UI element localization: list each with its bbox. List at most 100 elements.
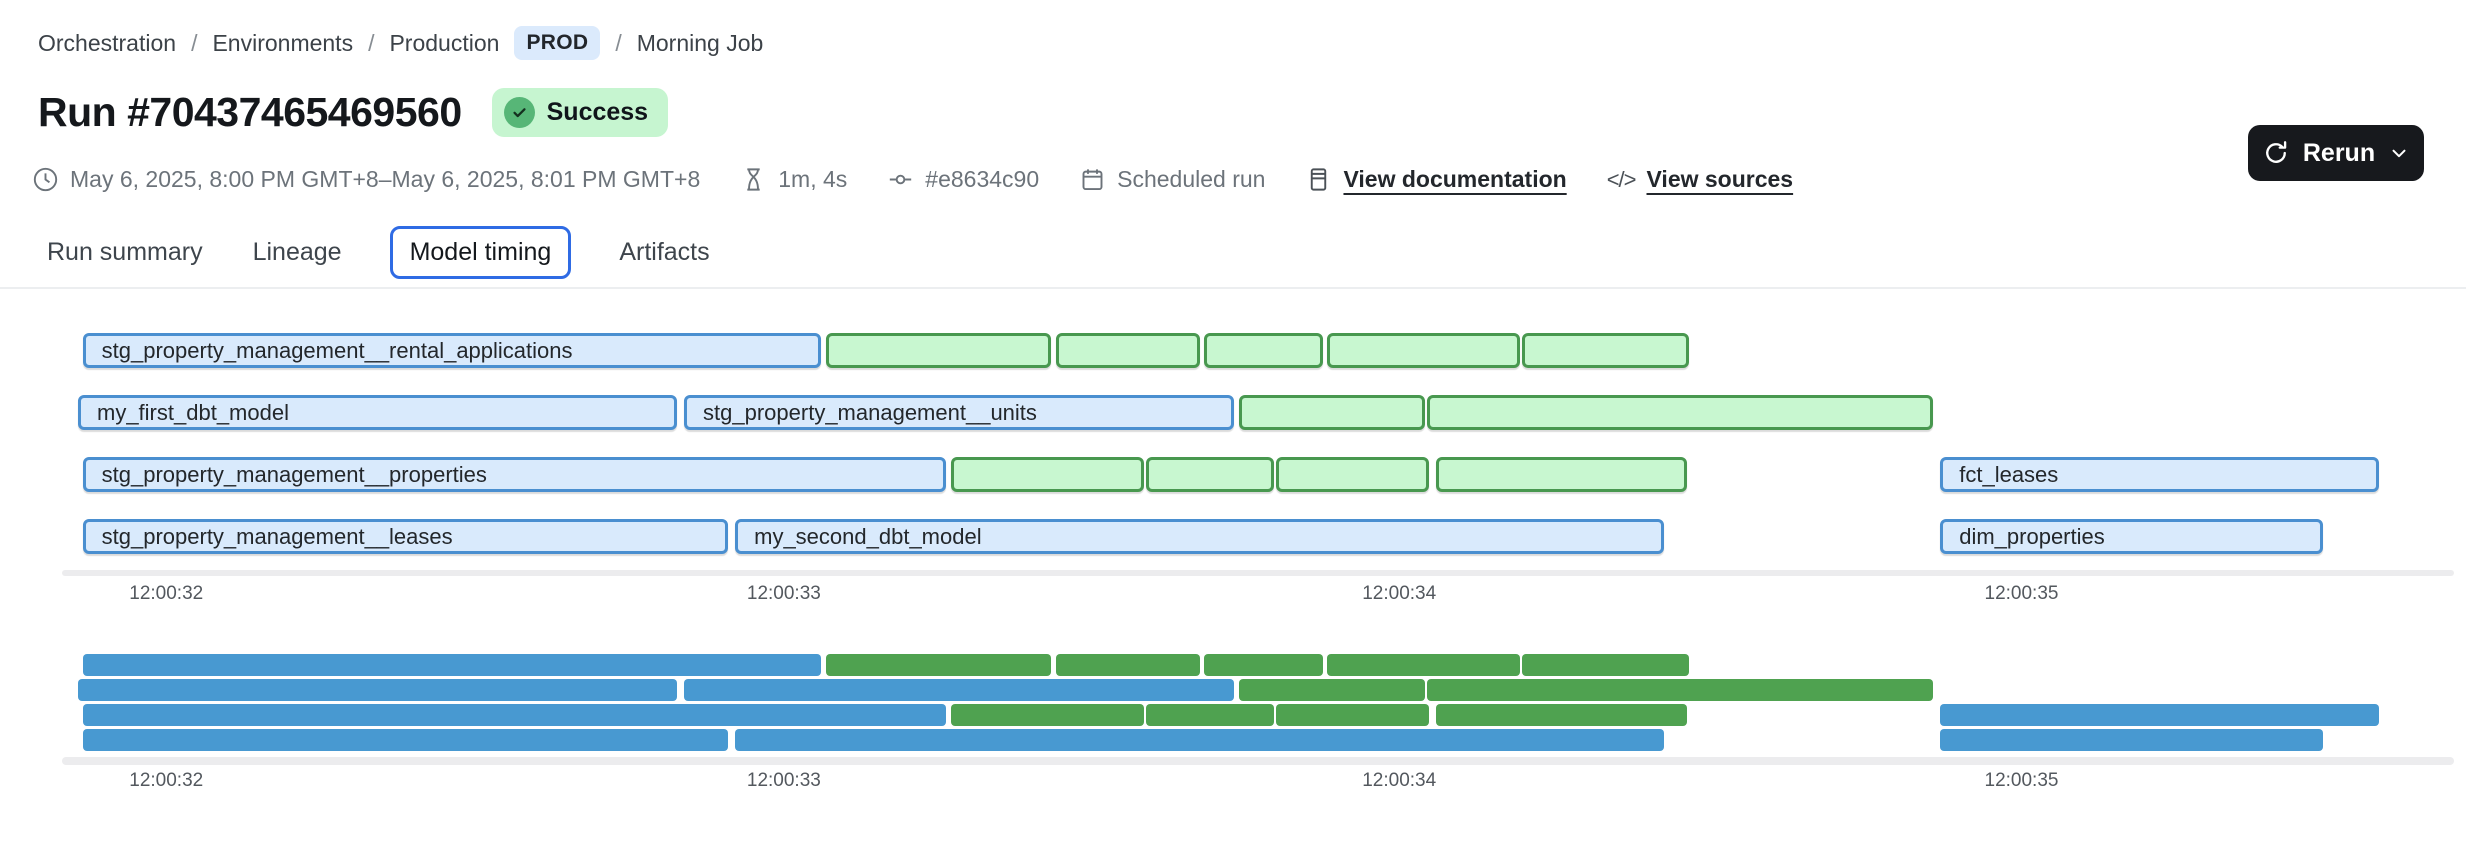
check-circle-icon bbox=[503, 97, 535, 128]
view-sources-link[interactable]: View sources bbox=[1646, 166, 1794, 192]
model-bar[interactable]: my_second_dbt_model bbox=[735, 519, 1664, 554]
minimap-bar bbox=[1276, 704, 1430, 726]
minimap-bar bbox=[684, 679, 1235, 701]
page-title: Run #70437465469560 bbox=[38, 89, 462, 135]
view-documentation[interactable]: View documentation bbox=[1305, 166, 1567, 193]
run-meta-row: May 6, 2025, 8:00 PM GMT+8–May 6, 2025, … bbox=[32, 166, 1793, 193]
model-bar-label: my_first_dbt_model bbox=[97, 399, 289, 425]
model-bar-label: stg_property_management__rental_applicat… bbox=[101, 337, 573, 363]
model-bar[interactable] bbox=[1436, 457, 1688, 492]
gantt-row: stg_property_management__rental_applicat… bbox=[78, 333, 2400, 368]
tab-run-summary[interactable]: Run summary bbox=[47, 238, 203, 266]
breadcrumb: Orchestration / Environments / Productio… bbox=[38, 26, 763, 60]
gantt-axis: 12:00:32 12:00:33 12:00:34 12:00:35 bbox=[78, 583, 2400, 609]
minimap-bar bbox=[825, 654, 1051, 676]
model-bar[interactable] bbox=[1204, 333, 1323, 368]
model-bar[interactable]: stg_property_management__properties bbox=[82, 457, 947, 492]
run-trigger: Scheduled run bbox=[1079, 166, 1265, 193]
status-badge-label: Success bbox=[546, 98, 649, 126]
gantt-scroll-track[interactable] bbox=[62, 570, 2454, 576]
tabs-divider bbox=[0, 287, 2466, 289]
chevron-down-icon[interactable] bbox=[2388, 142, 2410, 164]
model-bar[interactable] bbox=[1276, 457, 1430, 492]
minimap-scroll-track[interactable] bbox=[62, 757, 2454, 765]
minimap-bar bbox=[1327, 654, 1520, 676]
clock-icon bbox=[33, 167, 58, 192]
document-icon bbox=[1311, 168, 1327, 191]
axis-tick-label: 12:00:35 bbox=[1984, 583, 2059, 604]
breadcrumb-separator: / bbox=[615, 29, 622, 56]
breadcrumb-separator: / bbox=[191, 29, 198, 56]
axis-tick-label: 12:00:34 bbox=[1362, 770, 1437, 791]
minimap-bar bbox=[1427, 679, 1934, 701]
axis-tick-label: 12:00:34 bbox=[1362, 583, 1437, 604]
run-duration-label: 1m, 4s bbox=[778, 166, 848, 192]
minimap-bar bbox=[1436, 704, 1688, 726]
view-sources[interactable]: </> View sources bbox=[1607, 166, 1793, 193]
gantt-row: stg_property_management__leases my_second… bbox=[78, 519, 2400, 554]
model-bar[interactable]: stg_property_management__rental_applicat… bbox=[82, 333, 822, 368]
model-bar[interactable] bbox=[1522, 333, 1690, 368]
run-tabs: Run summary Lineage Model timing Artifac… bbox=[45, 226, 712, 279]
calendar-icon bbox=[1082, 169, 1103, 191]
title-row: Run #70437465469560 Success bbox=[38, 88, 669, 137]
model-bar[interactable] bbox=[951, 457, 1144, 492]
commit-hash-label: #e8634c90 bbox=[925, 166, 1040, 192]
minimap-bar bbox=[1940, 729, 2324, 751]
breadcrumb-orchestration[interactable]: Orchestration bbox=[38, 29, 177, 56]
model-bar[interactable]: stg_property_management__units bbox=[684, 395, 1235, 430]
model-bar-label: stg_property_management__properties bbox=[101, 461, 487, 487]
model-bar-label: stg_property_management__leases bbox=[101, 523, 453, 549]
run-time-range: May 6, 2025, 8:00 PM GMT+8–May 6, 2025, … bbox=[32, 166, 700, 193]
model-bar[interactable] bbox=[1239, 395, 1425, 430]
minimap-bar bbox=[82, 729, 729, 751]
model-bar-label: fct_leases bbox=[1959, 461, 2059, 487]
run-trigger-label: Scheduled run bbox=[1117, 166, 1266, 192]
tab-model-timing[interactable]: Model timing bbox=[389, 226, 572, 279]
gantt-row: my_first_dbt_model stg_property_managemen… bbox=[78, 395, 2400, 430]
minimap-bar bbox=[951, 704, 1144, 726]
minimap-row bbox=[78, 704, 2400, 726]
model-bar-label: stg_property_management__units bbox=[703, 399, 1037, 425]
minimap-bar bbox=[1146, 704, 1274, 726]
model-bar[interactable] bbox=[1427, 395, 1934, 430]
minimap-axis: 12:00:32 12:00:33 12:00:34 12:00:35 bbox=[78, 770, 2400, 796]
model-bar[interactable]: dim_properties bbox=[1940, 519, 2324, 554]
breadcrumb-separator: / bbox=[368, 29, 375, 56]
rerun-button-label: Rerun bbox=[2302, 138, 2376, 167]
minimap-bar bbox=[82, 654, 822, 676]
model-bar[interactable] bbox=[1055, 333, 1200, 368]
model-bar[interactable]: my_first_dbt_model bbox=[78, 395, 678, 430]
model-bar[interactable]: fct_leases bbox=[1940, 457, 2380, 492]
model-bar[interactable] bbox=[1327, 333, 1520, 368]
minimap-row bbox=[78, 654, 2400, 676]
status-badge: Success bbox=[491, 88, 669, 137]
minimap-rows[interactable] bbox=[78, 654, 2400, 754]
breadcrumb-environments[interactable]: Environments bbox=[212, 29, 354, 56]
rerun-button[interactable]: Rerun bbox=[2248, 125, 2424, 181]
minimap-bar bbox=[1940, 704, 2380, 726]
prod-environment-badge: PROD bbox=[514, 26, 601, 60]
minimap-bar bbox=[1522, 654, 1690, 676]
breadcrumb-morning-job[interactable]: Morning Job bbox=[636, 29, 764, 56]
breadcrumb-production[interactable]: Production bbox=[389, 29, 500, 56]
axis-tick-label: 12:00:32 bbox=[129, 583, 204, 604]
axis-tick-label: 12:00:33 bbox=[746, 583, 821, 604]
model-bar[interactable] bbox=[1146, 457, 1274, 492]
model-bar[interactable] bbox=[825, 333, 1051, 368]
view-documentation-link[interactable]: View documentation bbox=[1343, 166, 1567, 192]
code-icon: </> bbox=[1606, 166, 1637, 192]
tab-artifacts[interactable]: Artifacts bbox=[619, 238, 710, 266]
run-time-range-label: May 6, 2025, 8:00 PM GMT+8–May 6, 2025, … bbox=[70, 166, 701, 192]
commit-hash: #e8634c90 bbox=[887, 166, 1039, 193]
model-bar[interactable]: stg_property_management__leases bbox=[82, 519, 729, 554]
git-commit-icon bbox=[890, 174, 912, 185]
gantt-row: stg_property_management__properties fct_l… bbox=[78, 457, 2400, 492]
run-duration: 1m, 4s bbox=[740, 166, 847, 193]
tab-lineage[interactable]: Lineage bbox=[252, 238, 342, 266]
minimap-row bbox=[78, 679, 2400, 701]
model-bar-label: dim_properties bbox=[1959, 523, 2105, 549]
axis-tick-label: 12:00:33 bbox=[746, 770, 821, 791]
minimap-bar bbox=[1055, 654, 1200, 676]
